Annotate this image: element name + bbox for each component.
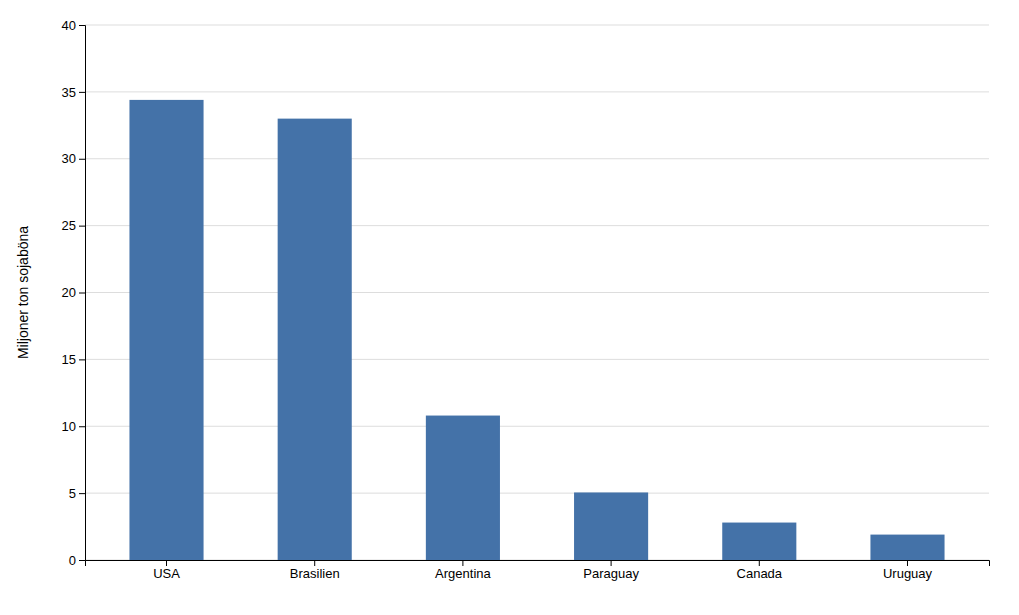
x-axis-line <box>86 561 990 567</box>
x-tick-label: Brasilien <box>290 566 340 581</box>
x-axis: USA Brasilien Argentina Paraguay Canada Urugu… <box>86 560 990 581</box>
x-tick-mark <box>314 560 315 566</box>
y-axis-line <box>79 26 86 561</box>
y-tick-label: 40 <box>62 18 76 33</box>
grid <box>85 25 989 560</box>
y-tick-mark <box>79 426 85 427</box>
y-tick-label: 0 <box>69 553 76 568</box>
grid-line <box>85 292 989 293</box>
x-tick-label: Uruguay <box>883 566 933 581</box>
y-tick: 15 <box>62 352 85 367</box>
plot-area: USA Brasilien Argentina Paraguay Canada Urugu… <box>62 18 990 582</box>
grid-line <box>85 493 989 494</box>
x-tick-mark <box>759 560 760 566</box>
x-tick-label: Canada <box>737 566 783 581</box>
y-tick-mark <box>79 359 85 360</box>
x-tick-label: Argentina <box>435 566 491 581</box>
y-tick: 5 <box>69 486 85 501</box>
y-tick: 40 <box>62 18 85 33</box>
y-tick-mark <box>79 159 85 160</box>
y-tick-label: 25 <box>62 218 76 233</box>
y-tick: 0 <box>69 553 85 568</box>
grid-line <box>85 426 989 427</box>
y-tick-label: 15 <box>62 352 76 367</box>
bar <box>426 416 500 560</box>
y-tick-label: 10 <box>62 419 76 434</box>
y-tick-label: 30 <box>62 151 76 166</box>
grid-line <box>85 225 989 226</box>
y-tick: 25 <box>62 218 85 233</box>
y-tick-mark <box>79 493 85 494</box>
x-tick-label: USA <box>153 566 180 581</box>
y-tick-mark <box>79 560 85 561</box>
y-tick: 35 <box>62 85 85 100</box>
bar <box>278 119 352 560</box>
y-tick-mark <box>79 25 85 26</box>
x-tick: Uruguay <box>883 560 933 581</box>
y-tick-label: 20 <box>62 285 76 300</box>
x-tick-mark <box>166 560 167 566</box>
bars <box>129 100 944 560</box>
y-tick-mark <box>79 226 85 227</box>
y-axis: 0 5 10 15 20 25 30 35 40 <box>62 18 86 568</box>
x-tick: USA <box>153 560 180 581</box>
y-tick-mark <box>79 293 85 294</box>
x-tick-label: Paraguay <box>583 566 639 581</box>
x-tick: Canada <box>737 560 783 581</box>
grid-line <box>85 158 989 159</box>
bar <box>129 100 203 560</box>
x-tick: Brasilien <box>290 560 340 581</box>
bar <box>870 535 944 560</box>
x-tick: Argentina <box>435 560 491 581</box>
y-tick-label: 5 <box>69 486 76 501</box>
y-tick-label: 35 <box>62 85 76 100</box>
y-tick: 10 <box>62 419 85 434</box>
x-tick-mark <box>611 560 612 566</box>
bar <box>574 492 648 560</box>
y-tick-mark <box>79 92 85 93</box>
y-axis-title: Miljoner ton sojaböna <box>15 226 31 359</box>
grid-line <box>85 359 989 360</box>
y-tick: 20 <box>62 285 85 300</box>
y-tick: 30 <box>62 151 85 166</box>
grid-line <box>85 25 989 26</box>
x-tick: Paraguay <box>583 560 639 581</box>
x-tick-mark <box>462 560 463 566</box>
grid-line <box>85 91 989 92</box>
bar <box>722 523 796 560</box>
x-tick-mark <box>907 560 908 566</box>
chart-svg: USA Brasilien Argentina Paraguay Canada Urugu… <box>0 0 1019 615</box>
